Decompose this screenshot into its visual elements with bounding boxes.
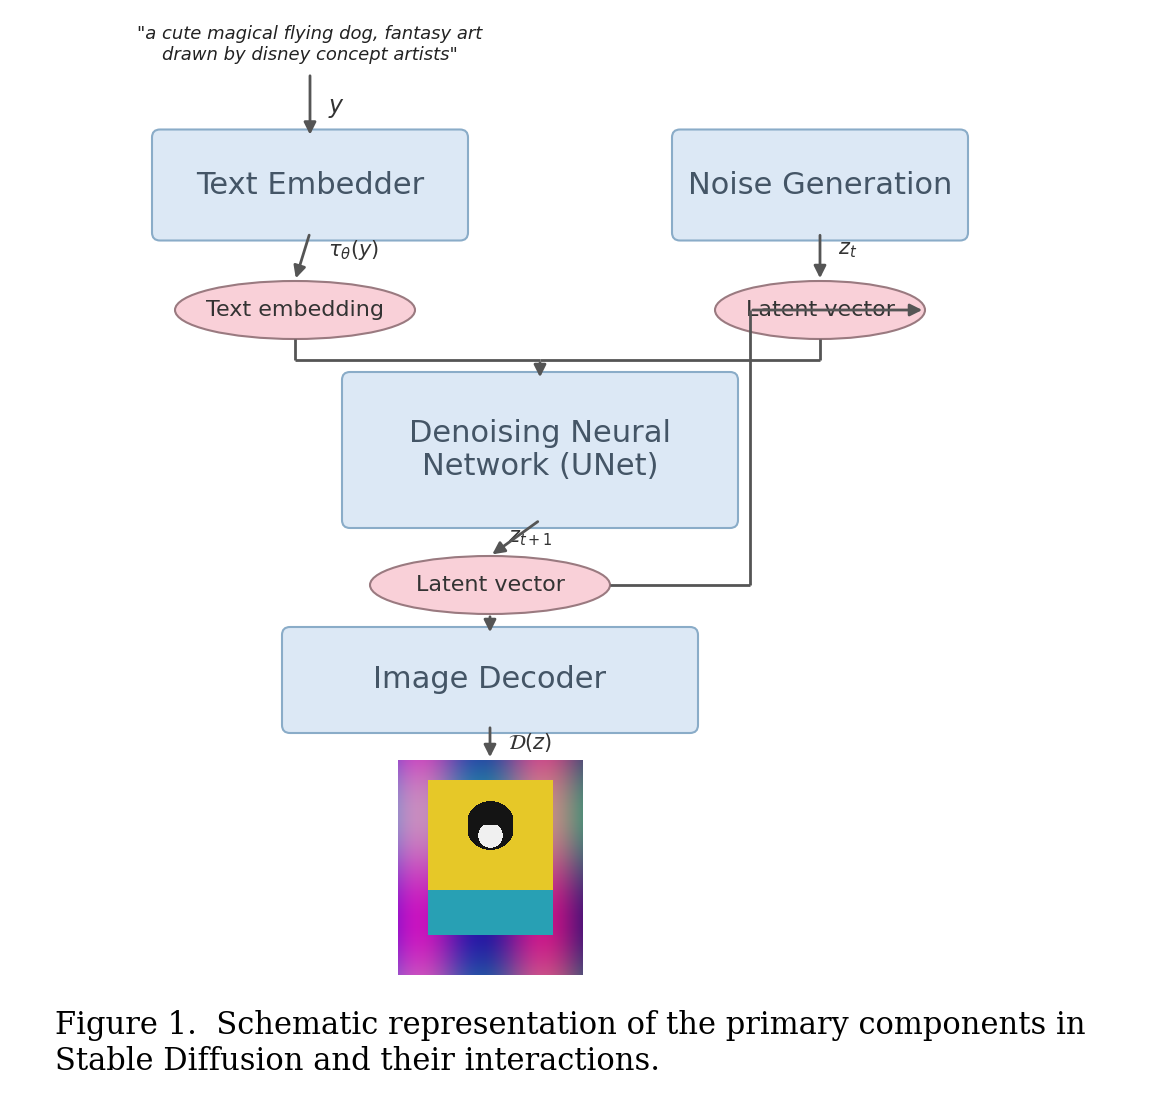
Ellipse shape <box>175 281 415 339</box>
Text: $y$: $y$ <box>328 96 345 120</box>
Text: $\mathcal{D}(z)$: $\mathcal{D}(z)$ <box>508 732 552 755</box>
Text: Latent vector: Latent vector <box>415 575 564 595</box>
FancyBboxPatch shape <box>282 627 698 733</box>
Text: "a cute magical flying dog, fantasy art
drawn by disney concept artists": "a cute magical flying dog, fantasy art … <box>137 24 482 63</box>
FancyBboxPatch shape <box>672 129 968 240</box>
Text: $z_{t+1}$: $z_{t+1}$ <box>508 528 553 548</box>
Text: Denoising Neural
Network (UNet): Denoising Neural Network (UNet) <box>409 419 670 481</box>
FancyBboxPatch shape <box>152 129 469 240</box>
Text: Text Embedder: Text Embedder <box>196 170 425 199</box>
Text: Noise Generation: Noise Generation <box>688 170 952 199</box>
Text: Figure 1.  Schematic representation of the primary components in
Stable Diffusio: Figure 1. Schematic representation of th… <box>55 1010 1086 1076</box>
FancyBboxPatch shape <box>342 373 739 528</box>
Text: Latent vector: Latent vector <box>745 300 894 320</box>
Ellipse shape <box>715 281 926 339</box>
Ellipse shape <box>370 556 610 614</box>
Text: $z_t$: $z_t$ <box>838 240 857 260</box>
Text: Text embedding: Text embedding <box>207 300 384 320</box>
Text: Image Decoder: Image Decoder <box>374 665 607 695</box>
Text: $\tau_\theta(y)$: $\tau_\theta(y)$ <box>328 238 379 262</box>
